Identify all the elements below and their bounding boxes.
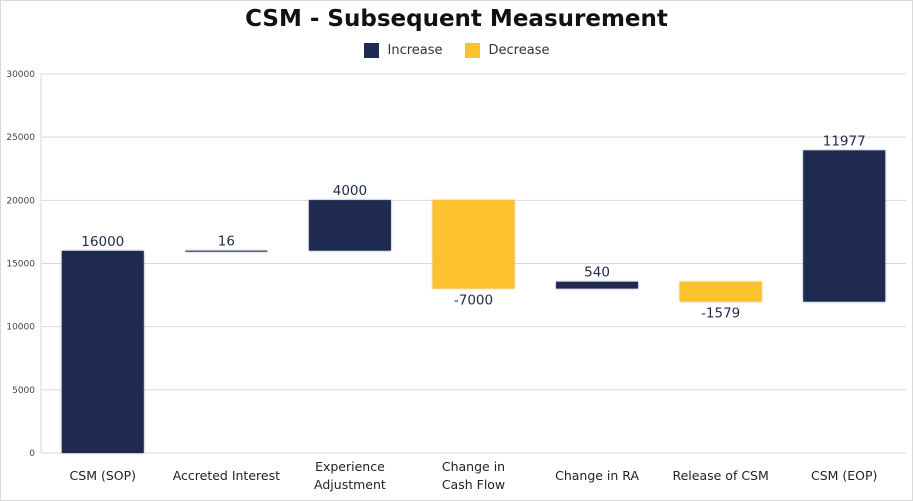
chart-title: CSM - Subsequent Measurement xyxy=(245,6,668,32)
data-label: 16000 xyxy=(81,234,124,250)
waterfall-bar xyxy=(61,250,144,453)
waterfall-bar xyxy=(679,281,762,302)
x-category-label: Adjustment xyxy=(314,477,386,492)
waterfall-bar xyxy=(803,150,886,302)
data-label: 540 xyxy=(584,265,610,281)
waterfall-bar xyxy=(185,250,268,252)
x-category-label: Change in xyxy=(442,459,505,474)
data-label: 4000 xyxy=(333,183,367,199)
x-category-label: Cash Flow xyxy=(442,477,505,492)
x-category-label: Change in RA xyxy=(555,468,639,483)
legend-label-decrease: Decrease xyxy=(488,43,550,58)
data-label: -7000 xyxy=(454,293,493,309)
legend-swatch-decrease xyxy=(464,43,480,58)
y-tick-label: 5000 xyxy=(12,386,35,396)
legend-label-increase: Increase xyxy=(387,43,443,58)
waterfall-bar xyxy=(432,200,515,289)
y-tick-label: 0 xyxy=(29,449,35,459)
legend-item-increase: Increase xyxy=(363,43,443,58)
data-label: -1579 xyxy=(701,306,740,322)
y-tick-label: 15000 xyxy=(6,260,35,270)
legend-item-decrease: Decrease xyxy=(464,43,550,58)
x-category-label: Release of CSM xyxy=(672,468,768,483)
x-category-label: CSM (EOP) xyxy=(811,468,877,483)
y-tick-label: 10000 xyxy=(6,323,35,333)
y-tick-label: 20000 xyxy=(6,196,35,206)
x-category-label: Experience xyxy=(315,459,385,474)
x-category-label: CSM (SOP) xyxy=(70,468,137,483)
waterfall-bar xyxy=(556,281,639,289)
legend: Increase Decrease xyxy=(1,43,912,58)
x-category-label: Accreted Interest xyxy=(173,468,280,483)
data-label: 11977 xyxy=(823,133,866,149)
legend-swatch-increase xyxy=(363,43,379,58)
y-tick-label: 25000 xyxy=(6,133,35,143)
y-tick-label: 30000 xyxy=(6,70,35,80)
data-label: 16 xyxy=(218,234,235,250)
waterfall-bar xyxy=(308,200,391,251)
